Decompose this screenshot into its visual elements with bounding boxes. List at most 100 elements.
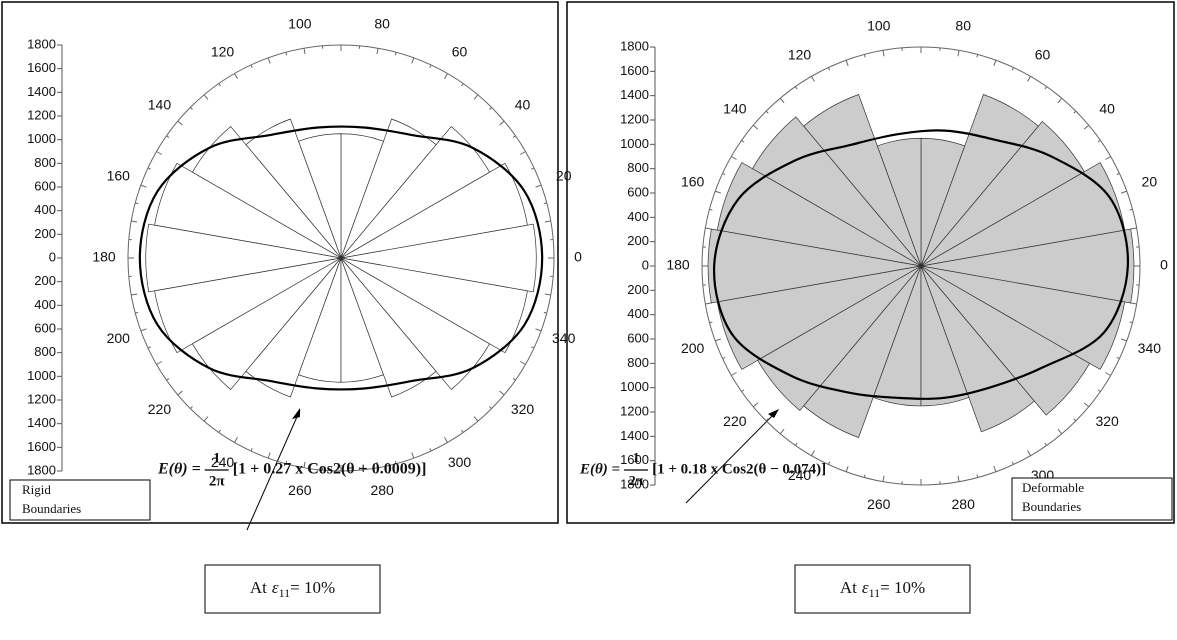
polar-tick xyxy=(140,184,147,188)
polar-tick xyxy=(1044,442,1048,446)
polar-tick xyxy=(794,442,798,446)
angle-label: 60 xyxy=(452,43,468,59)
polar-tick xyxy=(544,293,551,296)
polar-tick xyxy=(535,184,542,188)
radial-tick-label: 800 xyxy=(34,155,56,170)
radial-tick-label: 400 xyxy=(34,202,56,217)
angle-label: 160 xyxy=(107,168,131,184)
polar-tick xyxy=(827,461,831,465)
polar-tick xyxy=(1105,156,1111,160)
polar-tick xyxy=(135,202,139,205)
angle-label: 340 xyxy=(1138,340,1162,356)
polar-tick xyxy=(234,73,238,79)
sector xyxy=(340,257,528,354)
polar-tick xyxy=(394,460,397,464)
polar-tick xyxy=(976,474,979,478)
angle-label: 220 xyxy=(723,413,747,429)
angle-label: 120 xyxy=(211,43,235,59)
angle-label: 40 xyxy=(515,96,531,112)
angle-label: 100 xyxy=(867,17,891,33)
radial-tick-label: 1000 xyxy=(27,368,56,383)
radial-tick-label: 1600 xyxy=(27,439,56,454)
polar-tick xyxy=(752,124,759,130)
polar-tick xyxy=(190,406,193,409)
formula-lhs: E(θ) = xyxy=(157,461,201,478)
angle-label: 140 xyxy=(723,101,747,117)
polar-tick xyxy=(752,402,759,408)
polar-tick xyxy=(303,48,306,55)
formula-num: 1 xyxy=(213,450,221,466)
polar-tick xyxy=(794,86,798,90)
sector xyxy=(920,121,1085,267)
polar-tick xyxy=(177,390,183,396)
polar-tick xyxy=(1083,124,1090,130)
angle-label: 260 xyxy=(288,482,312,498)
polar-tick xyxy=(203,94,209,100)
radial-tick-label: 1400 xyxy=(27,415,56,430)
polar-tick xyxy=(489,406,492,409)
angle-label: 320 xyxy=(1095,413,1119,429)
polar-tick xyxy=(512,378,516,381)
polar-tick xyxy=(429,64,432,68)
formula-rhs: [1 + 0.18 x Cos2(θ − 0.074)] xyxy=(652,461,826,477)
caption-subscript: 11 xyxy=(869,586,881,600)
caption: At ε11= 10% xyxy=(250,578,335,600)
polar-tick xyxy=(957,475,960,482)
polar-tick xyxy=(976,54,979,58)
polar-tick xyxy=(779,428,785,435)
radial-tick-label: 600 xyxy=(34,320,56,335)
radial-tick-label: 1600 xyxy=(620,452,649,467)
radial-tick-label: 600 xyxy=(34,178,56,193)
radial-tick-label: 1800 xyxy=(620,38,649,53)
radial-tick-label: 800 xyxy=(627,355,649,370)
polar-tick xyxy=(1116,356,1120,360)
caption-prefix: At xyxy=(250,578,267,597)
angle-label: 180 xyxy=(666,257,690,273)
radial-tick-label: 1800 xyxy=(27,36,56,51)
polar-tick xyxy=(705,302,712,305)
polar-tick xyxy=(512,135,516,138)
radial-tick-label: 1400 xyxy=(27,84,56,99)
angle-label: 300 xyxy=(448,454,472,470)
polar-tick xyxy=(411,57,415,64)
label-text: Deformable xyxy=(1022,480,1084,495)
polar-tick xyxy=(376,461,379,468)
polar-tick xyxy=(461,429,464,433)
radial-tick-label: 1400 xyxy=(620,428,649,443)
polar-tick xyxy=(1011,67,1015,71)
polar-tick xyxy=(531,167,535,170)
radial-tick-label: 600 xyxy=(627,184,649,199)
polar-tick xyxy=(177,120,183,126)
angle-label: 20 xyxy=(1142,174,1158,190)
fit-curve xyxy=(713,129,1129,400)
angle-label: 0 xyxy=(574,249,582,265)
polar-tick xyxy=(520,361,526,365)
polar-tick xyxy=(250,448,253,452)
polar-tick xyxy=(140,328,147,332)
polar-tick xyxy=(845,60,849,67)
polar-tick xyxy=(715,338,722,342)
caption-subscript: 11 xyxy=(279,586,291,600)
polar-tick xyxy=(535,328,542,332)
polar-tick xyxy=(1129,208,1133,211)
sector xyxy=(154,257,342,354)
fit-curve xyxy=(138,125,544,391)
polar-tick xyxy=(765,110,769,114)
polar-tick xyxy=(520,151,526,155)
radial-tick-label: 1200 xyxy=(620,111,649,126)
caption-box xyxy=(794,564,971,614)
polar-tick xyxy=(267,452,271,459)
radial-tick-label: 1400 xyxy=(620,87,649,102)
polar-tick xyxy=(166,135,170,138)
polar-tick xyxy=(203,416,209,422)
polar-tick xyxy=(303,461,306,468)
angle-label: 240 xyxy=(788,467,812,483)
label-box xyxy=(9,479,151,521)
sector xyxy=(707,228,922,304)
sector xyxy=(245,257,342,398)
polar-tick xyxy=(1130,302,1137,305)
polar-tick xyxy=(1130,227,1137,230)
polar-tick xyxy=(1044,86,1048,90)
angle-label: 280 xyxy=(952,496,976,512)
arrow xyxy=(685,409,779,504)
